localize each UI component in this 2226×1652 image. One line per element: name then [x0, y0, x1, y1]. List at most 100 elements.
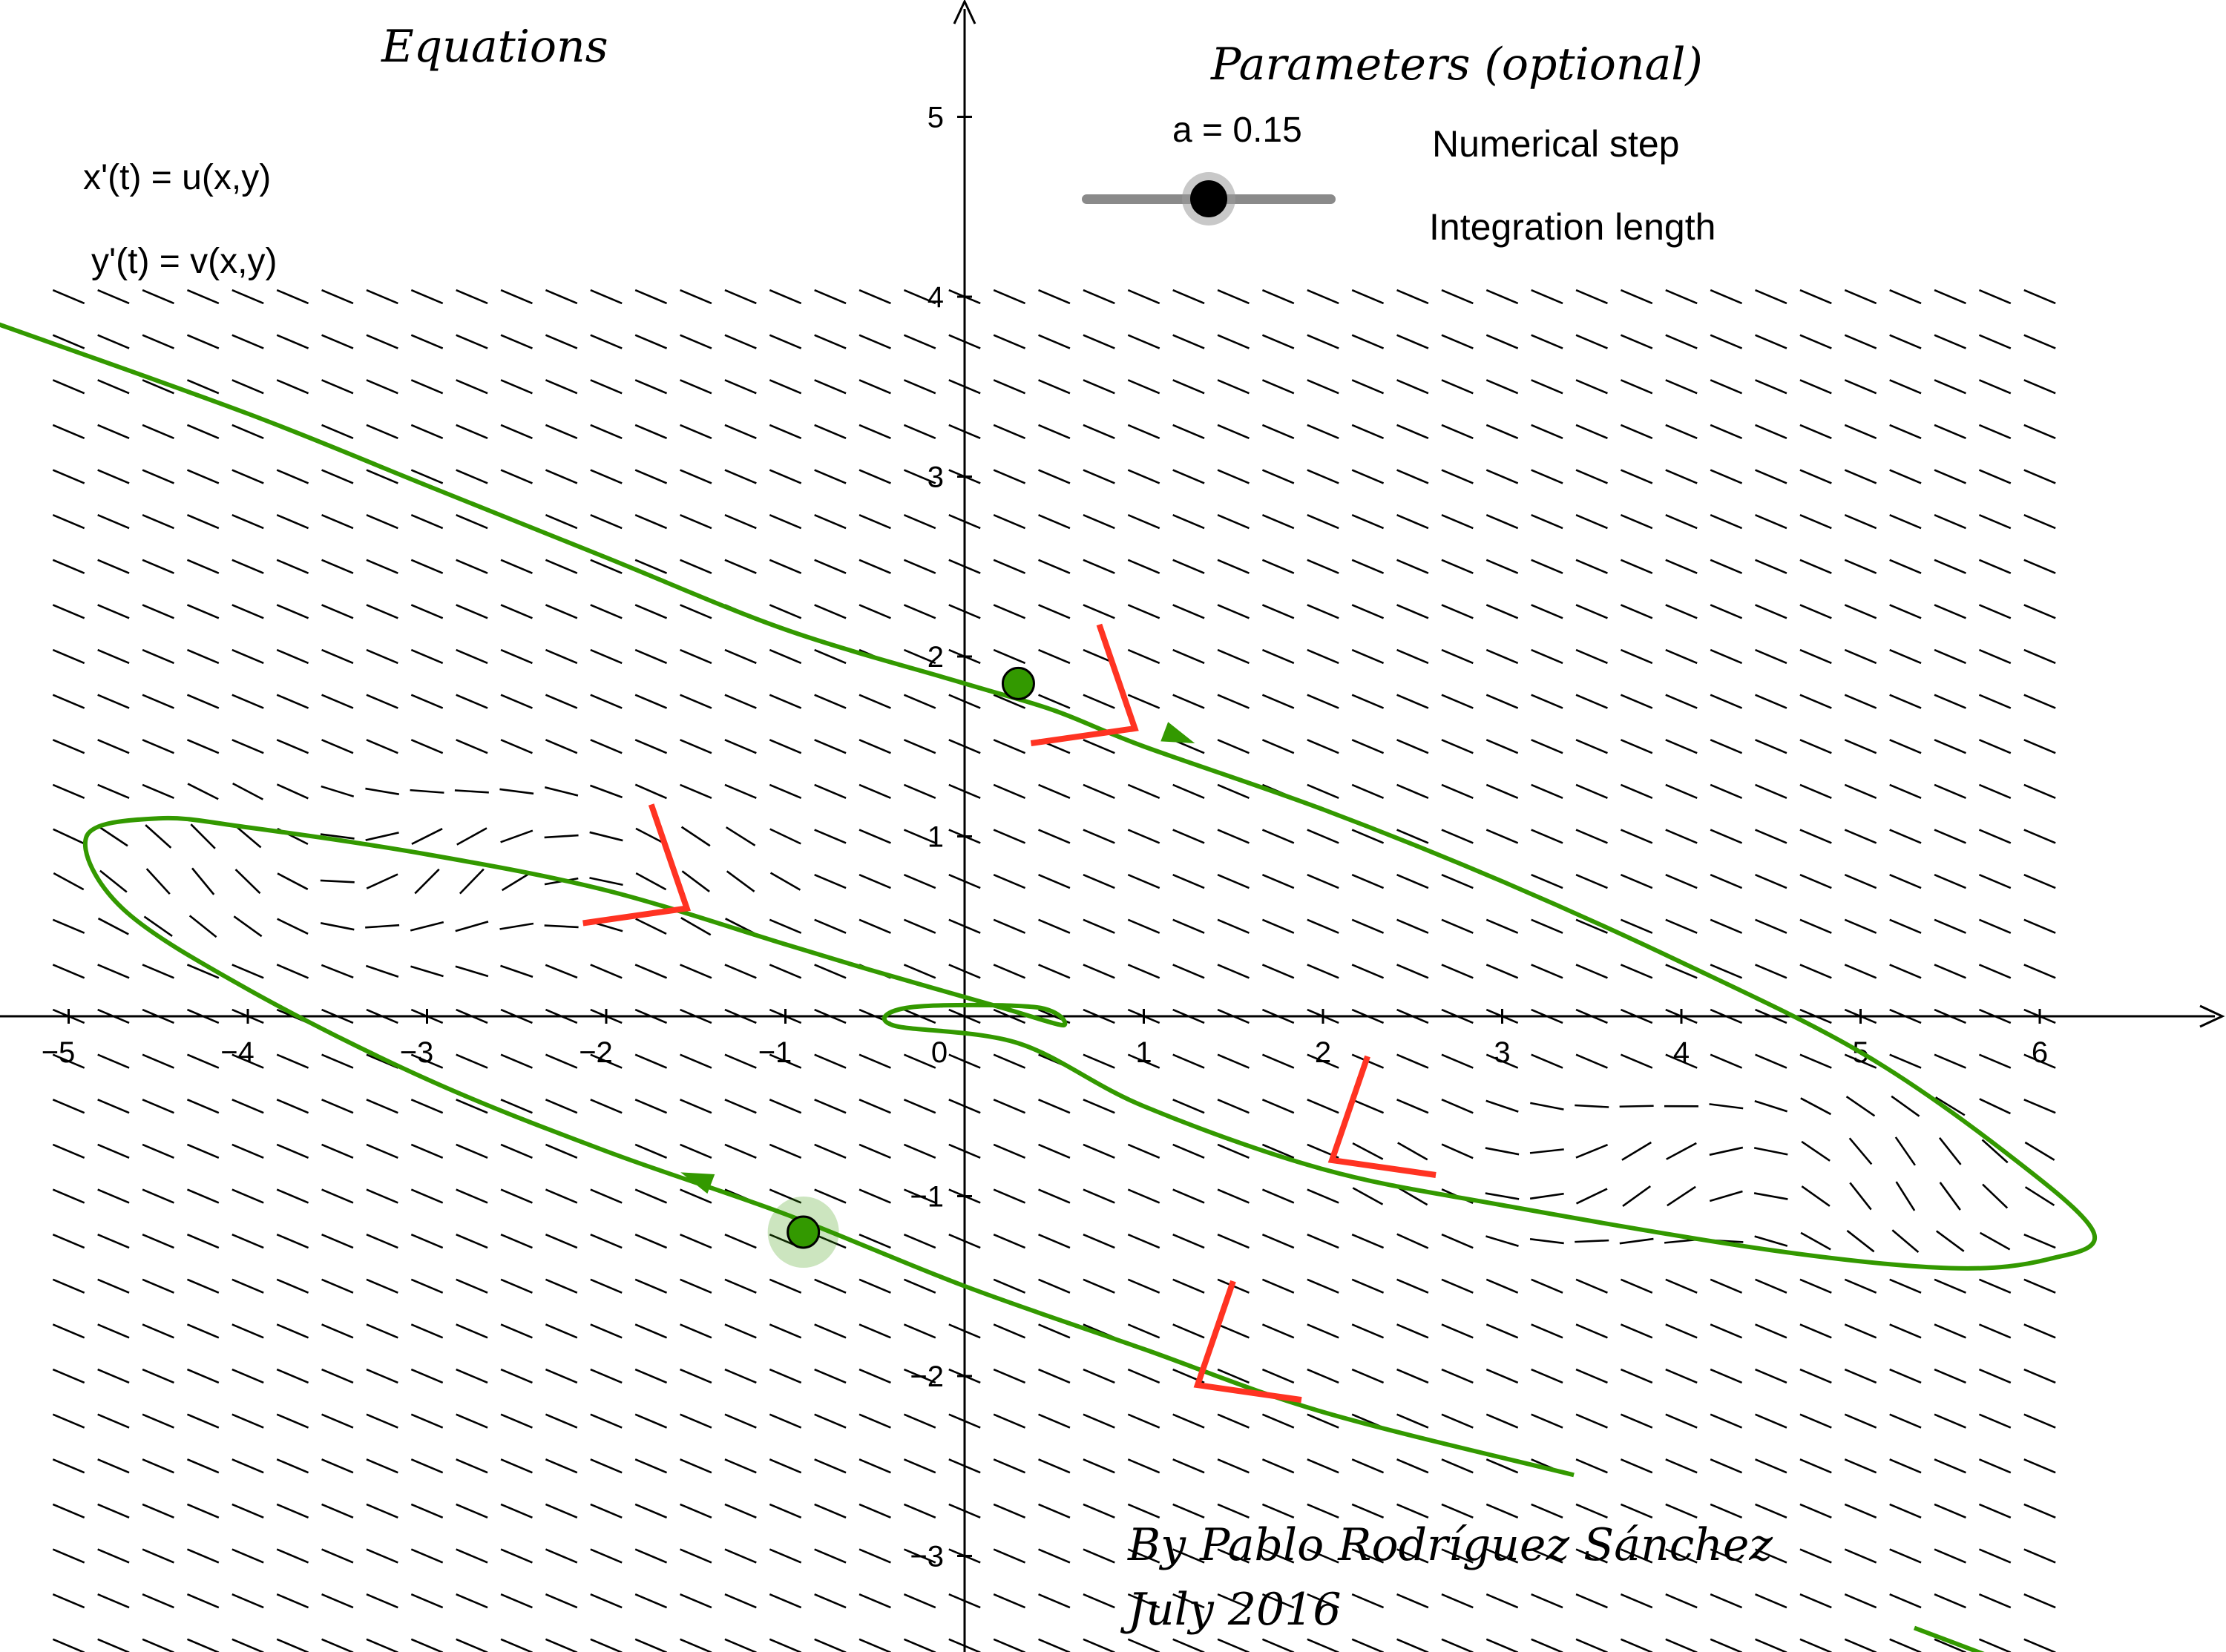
- slope-segment: [724, 1548, 757, 1564]
- direction-arrow-icon: [1160, 722, 1195, 743]
- slope-segment: [1083, 469, 1115, 484]
- slider-knob[interactable]: [1190, 180, 1227, 217]
- slope-segment: [1844, 559, 1877, 574]
- slope-segment: [1172, 783, 1205, 800]
- slope-segment: [1889, 1323, 1922, 1339]
- slope-segment: [1755, 513, 1787, 530]
- slope-segment: [186, 1053, 220, 1069]
- slope-segment: [1710, 739, 1743, 754]
- slope-segment: [2023, 513, 2056, 530]
- slope-segment: [1665, 873, 1698, 889]
- slope-segment: [590, 1593, 623, 1609]
- slope-segment: [1755, 829, 1787, 844]
- slope-segment: [1620, 1638, 1653, 1652]
- slope-segment: [1665, 1413, 1698, 1429]
- slope-segment: [2023, 1548, 2056, 1564]
- slope-segment: [1531, 1413, 1563, 1429]
- initial-point-selected[interactable]: [787, 1215, 821, 1249]
- slope-segment: [276, 379, 309, 395]
- slope-segment: [680, 648, 712, 665]
- slope-segment: [276, 559, 309, 574]
- slope-segment: [232, 289, 264, 305]
- slope-segment: [724, 1413, 757, 1429]
- slope-segment: [993, 964, 1026, 979]
- slope-segment: [1485, 334, 1519, 349]
- slope-segment: [1531, 918, 1563, 934]
- slope-segment: [769, 1638, 802, 1652]
- slope-segment: [858, 334, 891, 349]
- integration-length-label[interactable]: Integration length: [1429, 206, 1716, 248]
- slope-segment: [1844, 648, 1877, 665]
- slope-segment: [858, 1593, 891, 1609]
- slope-segment: [1755, 873, 1787, 889]
- slope-segment: [1307, 424, 1339, 440]
- slope-segment: [634, 1503, 668, 1519]
- numerical-step-label[interactable]: Numerical step: [1432, 123, 1680, 165]
- slope-segment: [1665, 469, 1698, 484]
- slope-segment: [1799, 559, 1832, 574]
- slope-segment: [1710, 1053, 1743, 1069]
- slope-segment: [1531, 1593, 1563, 1609]
- slope-segment: [903, 694, 936, 709]
- slope-segment: [545, 513, 578, 530]
- x-equation[interactable]: x'(t) = u(x,y): [83, 158, 272, 197]
- slope-segment: [2023, 694, 2056, 709]
- slope-segment: [1441, 1503, 1474, 1519]
- y-equation[interactable]: y'(t) = v(x,y): [91, 242, 278, 281]
- slope-segment: [1261, 334, 1295, 349]
- trajectory-curve[interactable]: [0, 322, 2098, 1478]
- slope-segment: [1799, 334, 1832, 349]
- slope-segment: [500, 1233, 533, 1249]
- initial-point[interactable]: [1001, 666, 1035, 700]
- slope-segment: [1217, 334, 1250, 349]
- slope-segment: [366, 424, 398, 440]
- slope-segment: [1441, 513, 1474, 530]
- slope-segment: [858, 424, 891, 440]
- slope-segment: [1755, 1413, 1787, 1429]
- slope-segment: [1978, 1548, 2012, 1564]
- slope-segment: [993, 424, 1026, 440]
- slope-segment: [680, 1548, 712, 1564]
- slope-segment: [1485, 424, 1519, 440]
- slope-segment: [53, 828, 85, 845]
- slope-segment: [1083, 1503, 1115, 1519]
- slope-segment: [1844, 1593, 1877, 1609]
- slope-segment: [903, 648, 936, 665]
- y-axis-arrow-icon: [953, 0, 976, 24]
- slope-segment: [1934, 424, 1966, 440]
- slope-segment: [1083, 964, 1115, 979]
- slope-segment: [634, 604, 668, 619]
- slope-segment: [232, 1233, 264, 1249]
- slope-segment: [769, 604, 802, 619]
- slope-segment: [590, 289, 623, 305]
- slope-segment: [545, 964, 578, 979]
- slope-segment: [1038, 1413, 1071, 1429]
- slope-segment: [366, 289, 398, 305]
- slope-segment: [1754, 1100, 1788, 1113]
- slope-segment: [590, 1503, 623, 1519]
- slope-segment: [1396, 1503, 1429, 1519]
- slope-segment: [634, 648, 668, 665]
- slope-segment: [1889, 604, 1922, 619]
- slope-segment: [1710, 1323, 1743, 1339]
- slope-segment: [500, 604, 533, 619]
- slope-segment: [366, 1278, 398, 1294]
- slope-segment: [858, 604, 891, 619]
- slope-segment: [456, 1143, 488, 1159]
- slope-segment: [1396, 1368, 1429, 1384]
- slope-segment: [993, 739, 1026, 754]
- slope-segment: [410, 1638, 444, 1652]
- slope-segment: [680, 964, 712, 979]
- slope-segment: [1575, 964, 1608, 979]
- slope-segment: [276, 513, 309, 530]
- slope-segment: [1978, 379, 2012, 395]
- trajectory-tail[interactable]: [1913, 1625, 1986, 1652]
- slope-segment: [232, 1638, 264, 1652]
- slope-segment: [456, 1458, 488, 1474]
- slope-segment: [1620, 334, 1653, 349]
- parameter-a-slider[interactable]: [1082, 172, 1336, 226]
- slope-segment: [1889, 289, 1922, 305]
- slope-segment: [410, 1503, 444, 1519]
